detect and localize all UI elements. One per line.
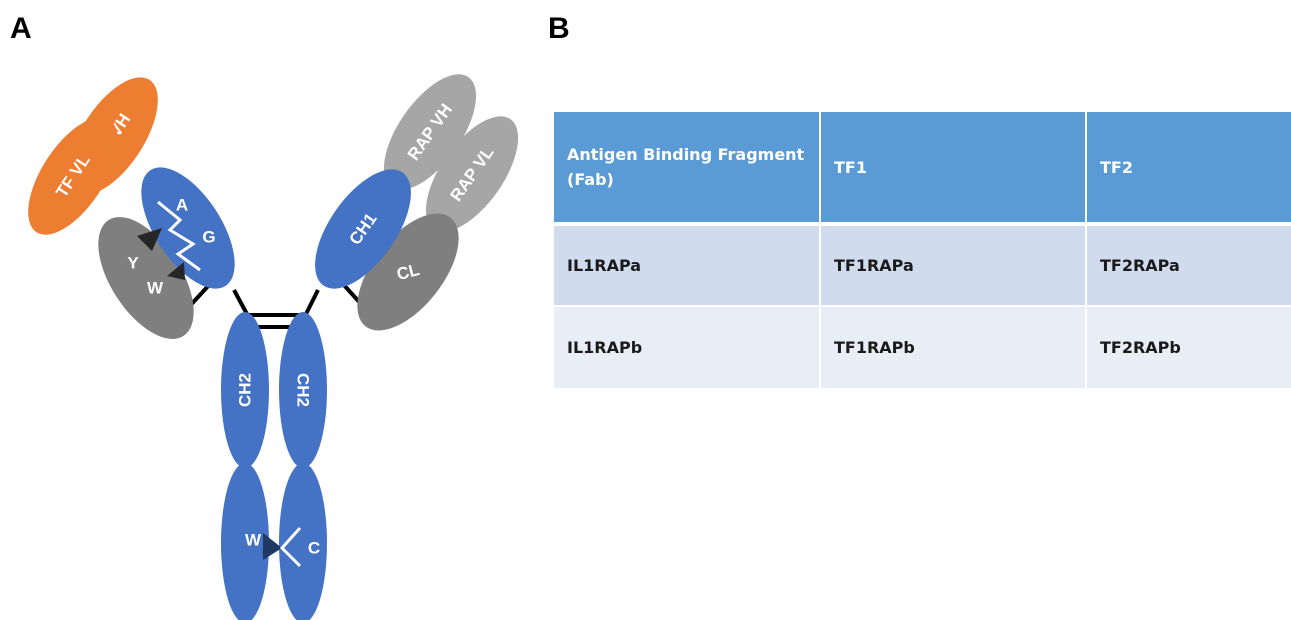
knob-label-g: G	[202, 228, 215, 247]
fc-hole	[279, 526, 302, 568]
ch2-right-domain: CH2	[279, 312, 327, 468]
panel-label-a: A	[10, 12, 32, 45]
header-tf1: TF1	[820, 112, 1087, 226]
knob-label-a: A	[176, 196, 188, 215]
linker-left-hinge	[232, 289, 250, 317]
table-cell: IL1RAPb	[554, 306, 821, 388]
table-header-row: Antigen Binding Fragment (Fab) TF1 TF2	[554, 112, 1291, 226]
table-cell: TF1RAPa	[820, 224, 1087, 306]
header-tf2: TF2	[1086, 112, 1291, 226]
fab-table: Antigen Binding Fragment (Fab) TF1 TF2 I…	[554, 112, 1291, 388]
rap-vh-domain: RAP VH	[383, 74, 477, 190]
table-row: IL1RAPb TF1RAPb TF2RAPb	[554, 306, 1291, 388]
ch1-domain: CH1	[315, 169, 411, 289]
left-knob-lower	[167, 262, 185, 280]
table-cell: IL1RAPa	[554, 224, 821, 306]
antibody-diagram: TF VH TF VL A G Y W RAP VH RAP VL CL CH1…	[28, 74, 519, 620]
ch3-left-domain	[221, 463, 269, 620]
rap-vl-domain: RAP VL	[425, 116, 519, 232]
cl-domain: CL	[357, 213, 459, 331]
fc-label-c: C	[308, 539, 320, 558]
knob-label-y: Y	[127, 254, 139, 273]
cl-label: CL	[395, 260, 422, 284]
header-fab: Antigen Binding Fragment (Fab)	[554, 112, 821, 226]
panel-label-b: B	[548, 12, 570, 45]
ch3-right-domain	[279, 463, 327, 620]
knob-label-w: W	[147, 279, 164, 298]
linkers	[185, 282, 364, 329]
table-cell: TF2RAPa	[1100, 256, 1180, 275]
left-ch1-domain	[141, 167, 235, 289]
ch2-left-domain: CH2	[221, 312, 269, 468]
table-row: IL1RAPa TF1RAPa TF2RAPa	[554, 224, 1291, 306]
linker-right-hinge	[303, 289, 320, 317]
left-arm-interface-zigzag	[157, 200, 201, 272]
tf-vl-domain: TF VL	[28, 117, 118, 235]
table-cell: TF2RAPb	[1100, 338, 1181, 357]
left-light-constant-domain	[98, 217, 194, 339]
ch2-right-label: CH2	[294, 373, 313, 407]
table-cell: TF1RAPb	[820, 306, 1087, 388]
fc-knob	[263, 533, 282, 560]
left-knob-upper	[137, 228, 162, 251]
fc-label-w: W	[245, 531, 262, 550]
ch2-left-label: CH2	[236, 373, 255, 407]
